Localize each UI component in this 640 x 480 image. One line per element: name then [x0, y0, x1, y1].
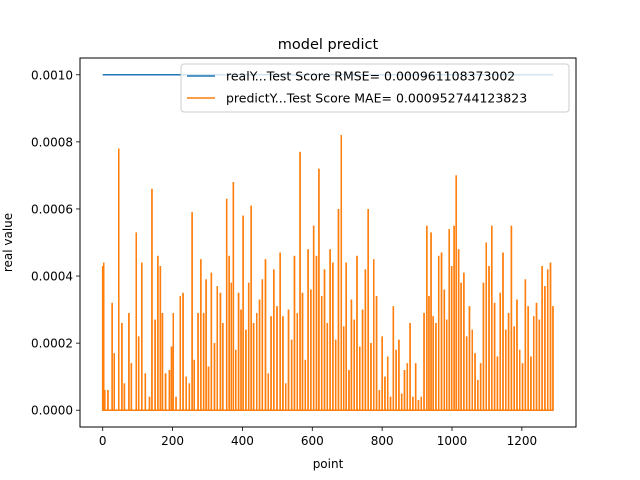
y-tick-label: 0.0006	[31, 202, 73, 216]
y-tick-label: 0.0004	[31, 270, 73, 284]
x-tick-label: 200	[161, 434, 184, 448]
x-axis-title: point	[313, 457, 344, 471]
y-axis-title: real value	[1, 213, 15, 272]
legend-label-real: realY...Test Score RMSE= 0.0009611083730…	[226, 69, 515, 84]
y-tick-label: 0.0010	[31, 68, 73, 82]
y-tick-label: 0.0000	[31, 404, 73, 418]
legend: realY...Test Score RMSE= 0.0009611083730…	[180, 63, 570, 113]
plot-area	[79, 57, 577, 428]
y-tick-label: 0.0008	[31, 135, 73, 149]
axes-frame	[79, 57, 577, 428]
legend-box	[180, 63, 570, 113]
x-axis: 0 200 400 600 800 1000 1200	[99, 427, 537, 448]
x-tick-label: 1000	[437, 434, 468, 448]
y-tick-label: 0.0002	[31, 337, 73, 351]
chart-title: model predict	[278, 37, 379, 53]
x-tick-label: 0	[99, 434, 107, 448]
x-tick-label: 400	[231, 434, 254, 448]
x-tick-label: 1200	[507, 434, 538, 448]
series-layer	[101, 74, 554, 411]
x-tick-label: 800	[371, 434, 394, 448]
x-tick-label: 600	[301, 434, 324, 448]
legend-label-predict: predictY...Test Score MAE= 0.00095274412…	[226, 91, 527, 106]
y-axis: 0.0000 0.0002 0.0004 0.0006 0.0008 0.0010	[31, 68, 80, 418]
